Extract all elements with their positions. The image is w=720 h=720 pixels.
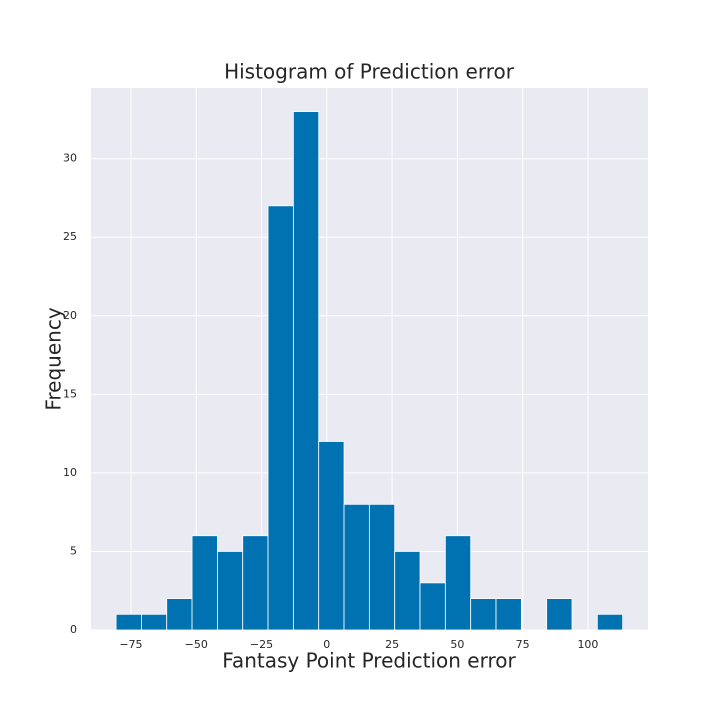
x-tick-label: 0 [323, 638, 330, 651]
y-tick-label: 5 [70, 544, 77, 557]
chart-title: Histogram of Prediction error [224, 60, 515, 84]
bar [140, 613, 168, 631]
x-axis-label: Fantasy Point Prediction error [222, 649, 516, 673]
y-tick-label: 30 [63, 152, 77, 165]
x-tick-label: 25 [385, 638, 399, 651]
bar [242, 535, 269, 631]
bar [495, 598, 522, 631]
y-tick-label: 0 [70, 623, 77, 636]
y-tick-label: 25 [63, 230, 77, 243]
bar [444, 535, 472, 631]
x-tick-label: 100 [577, 638, 598, 651]
x-tick-label: 50 [450, 638, 464, 651]
y-tick-label: 15 [63, 387, 77, 400]
y-axis-label: Frequency [42, 307, 66, 410]
y-tick-label: 10 [63, 466, 77, 479]
x-tick-label: 75 [516, 638, 530, 651]
x-tick-label: −50 [185, 638, 208, 651]
bar [216, 551, 244, 631]
x-tick-label: −25 [250, 638, 273, 651]
bar [419, 582, 446, 631]
bar [470, 598, 497, 631]
bar [394, 551, 421, 631]
bar [596, 613, 624, 631]
bar [343, 503, 370, 631]
bar [267, 205, 294, 631]
bar [546, 598, 573, 631]
bar [115, 613, 142, 631]
bar [292, 111, 320, 631]
bar [318, 441, 345, 631]
bar [191, 535, 218, 631]
bar [166, 598, 193, 631]
bar [368, 503, 396, 631]
x-tick-label: −75 [119, 638, 142, 651]
y-tick-label: 20 [63, 309, 77, 322]
